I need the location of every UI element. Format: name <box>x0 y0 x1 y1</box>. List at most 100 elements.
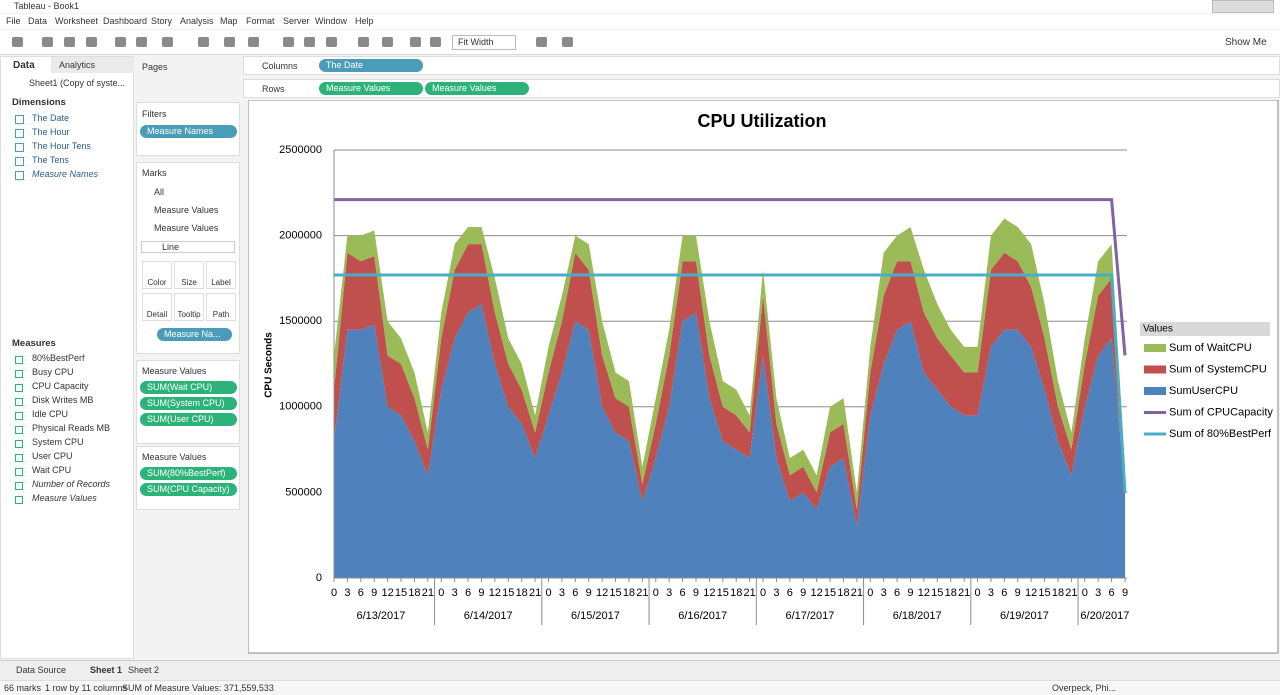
status-bar: 66 marks 1 row by 11 columns SUM of Measur… <box>0 680 1280 695</box>
measure-field[interactable]: Measure Values <box>32 493 97 503</box>
measure-field[interactable]: Busy CPU <box>32 367 74 377</box>
field-icon <box>15 482 23 490</box>
user-name[interactable]: Overpeck, Phi... <box>1052 683 1117 693</box>
sheet-tabs: Data Source Sheet 1 Sheet 2 <box>0 660 1280 681</box>
y-tick-label: 0 <box>316 572 322 584</box>
field-icon <box>15 440 23 448</box>
x-tick-label: 18 <box>1052 587 1064 599</box>
measure-field[interactable]: Number of Records <box>32 479 111 489</box>
toolbar-icon[interactable] <box>382 37 393 47</box>
measure-field[interactable]: CPU Capacity <box>32 381 89 391</box>
toolbar-icon[interactable] <box>42 37 53 47</box>
column-pill[interactable]: The Date <box>319 59 423 72</box>
data-source[interactable]: Sheet1 (Copy of syste... <box>29 78 126 88</box>
toolbar-icon[interactable] <box>358 37 369 47</box>
filters-title: Filters <box>142 109 167 119</box>
x-tick-label: 6 <box>572 587 578 599</box>
data-tab[interactable]: Data <box>1 57 51 73</box>
dimension-field[interactable]: The Date <box>32 113 70 123</box>
filter-pill[interactable]: Measure Names <box>140 125 237 138</box>
sheet-tab[interactable]: Sheet 1 <box>90 665 123 675</box>
x-tick-label: 0 <box>1082 587 1088 599</box>
toolbar-icon[interactable] <box>86 37 97 47</box>
toolbar-icon[interactable] <box>248 37 259 47</box>
toolbar-icon[interactable] <box>64 37 75 47</box>
measure-pill[interactable]: SUM(User CPU) <box>140 413 237 426</box>
field-icon <box>15 157 24 166</box>
menu-item[interactable]: Worksheet <box>55 16 98 26</box>
field-icon <box>15 496 23 504</box>
sheet-tab[interactable]: Data Source <box>16 665 67 675</box>
menu-item[interactable]: Story <box>151 16 173 26</box>
measure-field[interactable]: Physical Reads MB <box>32 423 111 433</box>
toolbar-icon[interactable] <box>198 37 209 47</box>
x-tick-label: 0 <box>867 587 873 599</box>
dimension-field[interactable]: The Hour Tens <box>32 141 91 151</box>
menu-item[interactable]: Data <box>28 16 48 26</box>
dimension-field[interactable]: Measure Names <box>32 169 99 179</box>
mark-button[interactable] <box>174 261 204 289</box>
fit-dropdown[interactable]: Fit Width <box>452 35 516 50</box>
measure-field[interactable]: Disk Writes MB <box>32 395 94 405</box>
row-pill[interactable]: Measure Values <box>319 82 423 95</box>
show-me[interactable]: Show Me <box>1225 37 1267 48</box>
analytics-tab[interactable]: Analytics <box>51 57 134 73</box>
mark-button[interactable] <box>206 293 236 321</box>
measure-field[interactable]: System CPU <box>32 437 84 447</box>
legend-title: Values <box>1143 324 1173 335</box>
row-pill[interactable]: Measure Values <box>425 82 529 95</box>
area <box>334 218 1125 510</box>
toolbar-icon[interactable] <box>283 37 294 47</box>
menu-item[interactable]: Dashboard <box>103 16 148 26</box>
marks-pill[interactable]: Measure Na... <box>157 328 232 341</box>
measure-field[interactable]: Wait CPU <box>32 465 72 475</box>
mark-button-label: Size <box>181 278 197 287</box>
mark-button[interactable] <box>142 261 172 289</box>
measure-field[interactable]: Idle CPU <box>32 409 69 419</box>
marks-title: Marks <box>142 168 167 178</box>
marks-card-tab[interactable]: Measure Values <box>154 223 219 233</box>
toolbar-icon[interactable] <box>562 37 573 47</box>
menu-item[interactable]: Server <box>283 16 310 26</box>
menu-item[interactable]: Format <box>246 16 275 26</box>
measure-pill[interactable]: SUM(Wait CPU) <box>140 381 237 394</box>
toolbar-icon[interactable] <box>304 37 315 47</box>
menu-item[interactable]: Map <box>220 16 238 26</box>
window-controls[interactable] <box>1212 0 1274 13</box>
measure-field[interactable]: 80%BestPerf <box>32 353 85 363</box>
mark-type[interactable]: Line <box>141 241 235 253</box>
dimension-field[interactable]: The Tens <box>32 155 69 165</box>
measure-pill[interactable]: SUM(CPU Capacity) <box>140 483 237 496</box>
x-tick-label: 15 <box>609 587 621 599</box>
mark-button[interactable] <box>174 293 204 321</box>
toolbar-icon[interactable] <box>12 37 23 47</box>
mark-button[interactable] <box>142 293 172 321</box>
sheet-tab[interactable]: Sheet 2 <box>128 665 160 675</box>
toolbar-icon[interactable] <box>136 37 147 47</box>
legend-label: Sum of WaitCPU <box>1169 342 1252 354</box>
toolbar-icon[interactable] <box>536 37 547 47</box>
toolbar-icon[interactable] <box>224 37 235 47</box>
menu-item[interactable]: File <box>6 16 21 26</box>
marks-card-tab[interactable]: Measure Values <box>154 205 219 215</box>
measure-pill[interactable]: SUM(System CPU) <box>140 397 237 410</box>
marks-card-tab[interactable]: All <box>154 187 165 197</box>
menu-item[interactable]: Help <box>355 16 374 26</box>
legend-swatch <box>1144 344 1166 352</box>
menu-item[interactable]: Window <box>315 16 348 26</box>
mark-button[interactable] <box>206 261 236 289</box>
x-tick-label: 3 <box>988 587 994 599</box>
x-group-label: 6/15/2017 <box>571 610 620 622</box>
measure-pill[interactable]: SUM(80%BestPerf) <box>140 467 237 480</box>
columns-shelf: Columns The Date <box>243 56 1280 75</box>
toolbar-icon[interactable] <box>115 37 126 47</box>
toolbar-icon[interactable] <box>162 37 173 47</box>
menu-item[interactable]: Analysis <box>180 16 214 26</box>
dimension-field[interactable]: The Hour <box>32 127 70 137</box>
toolbar-icon[interactable] <box>326 37 337 47</box>
x-tick-label: 21 <box>422 587 434 599</box>
toolbar-icon[interactable] <box>430 37 441 47</box>
toolbar-icon[interactable] <box>410 37 421 47</box>
measure-field[interactable]: User CPU <box>32 451 73 461</box>
